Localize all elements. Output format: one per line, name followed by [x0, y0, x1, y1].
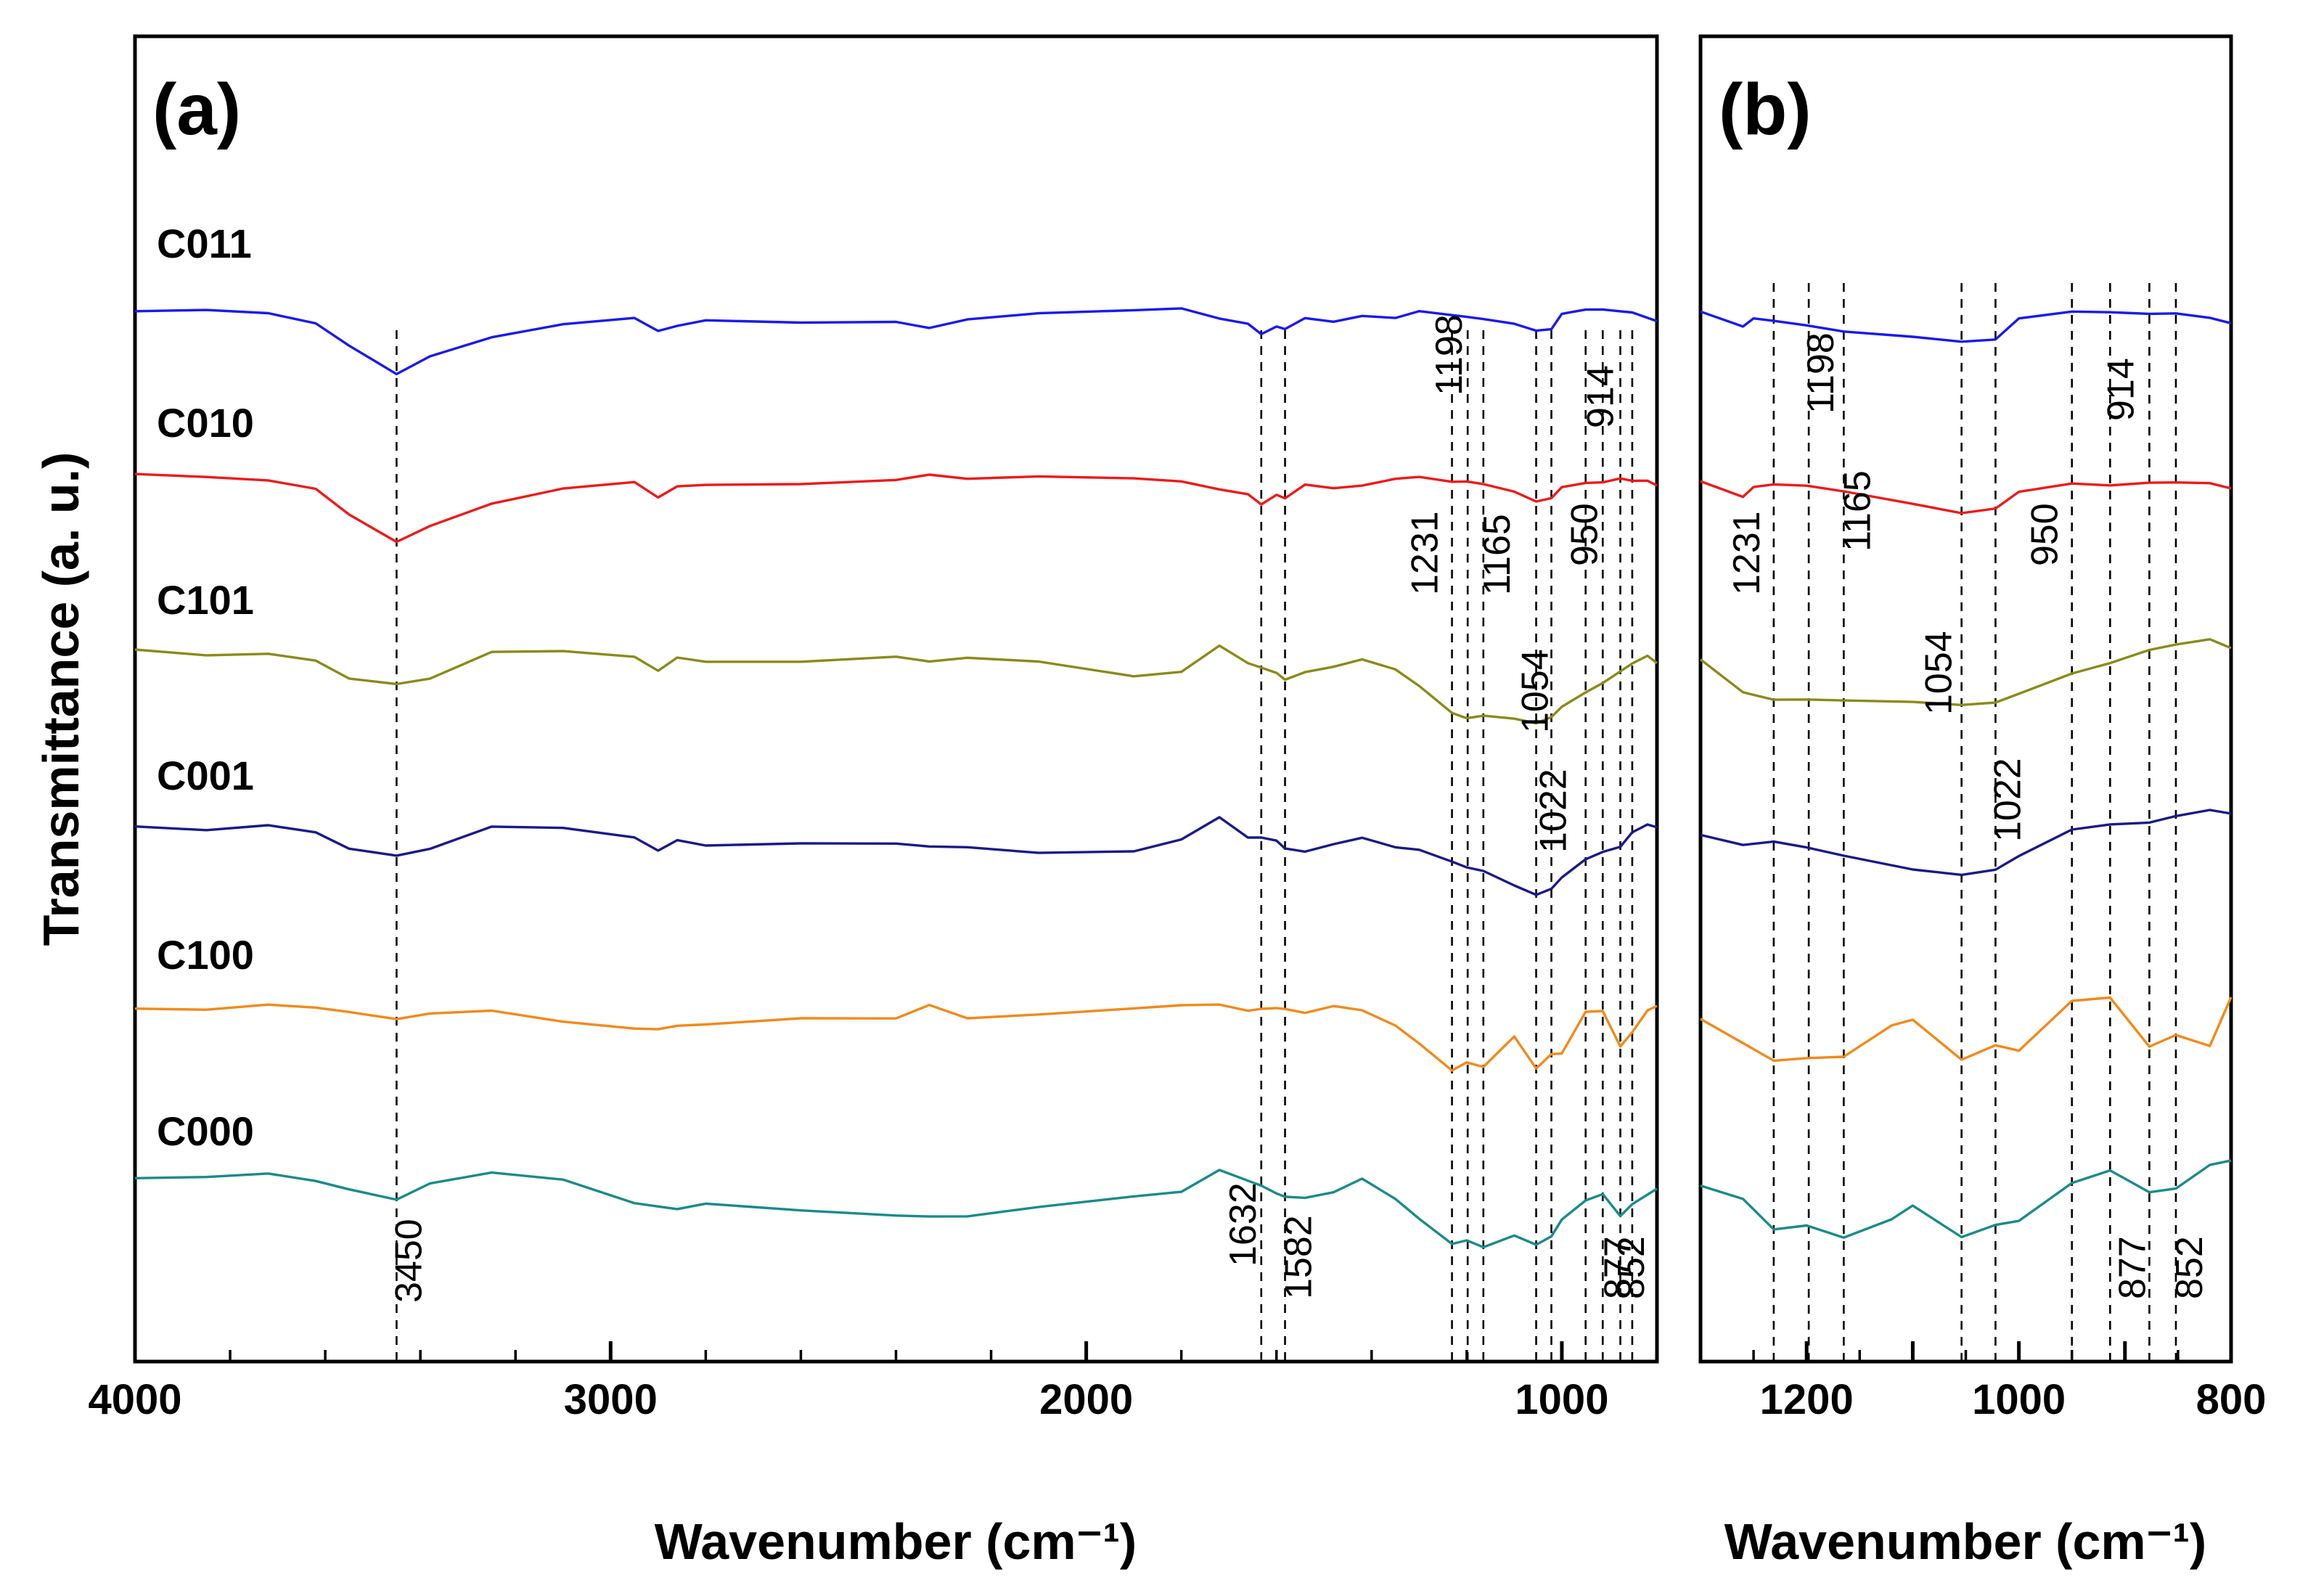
series-line-c100-panel-b — [1700, 996, 2233, 1063]
x-tick-label-1000-panel-b: 1000 — [1972, 1376, 2066, 1423]
sample-label-c100: C100 — [157, 932, 254, 978]
x-tick-label-2000-panel-a: 2000 — [1039, 1376, 1133, 1423]
peak-label-1231-panel-a: 1231 — [1404, 511, 1446, 595]
panel-a-peak-labels: 3450 1632 1582 1231 1198 1165 1054 1022 950 914 87… — [388, 314, 1652, 1303]
panel-a-x-axis: 4000 3000 2000 1000 — [88, 1341, 1658, 1423]
panel-a-title: (a) — [152, 69, 241, 150]
sample-label-c011: C011 — [157, 221, 252, 266]
peak-label-1632-panel-a: 1632 — [1222, 1182, 1264, 1266]
peak-label-877-panel-b: 877 — [2111, 1236, 2153, 1299]
series-line-c011-panel-a — [134, 307, 1658, 376]
peak-label-3450-panel-a: 3450 — [388, 1219, 430, 1303]
sample-label-c010: C010 — [157, 400, 254, 446]
sample-label-c001: C001 — [157, 753, 254, 798]
y-axis-title: Transmittance (a. u.) — [33, 452, 89, 946]
peak-label-1165-panel-a: 1165 — [1476, 514, 1518, 595]
series-line-c001-panel-a — [134, 816, 1658, 896]
peak-label-1054-panel-b: 1054 — [1918, 631, 1960, 715]
peak-label-1582-panel-a: 1582 — [1278, 1215, 1320, 1299]
panel-a-x-axis-title: Wavenumber (cm⁻¹) — [655, 1513, 1137, 1570]
panel-b-x-axis-title: Wavenumber (cm⁻¹) — [1724, 1513, 2206, 1570]
panel-a-sample-labels: C011 C010 C101 C001 C100 C000 — [157, 221, 254, 1154]
panel-a-guides — [396, 330, 1634, 1362]
peak-label-852-panel-b: 852 — [2169, 1236, 2211, 1299]
panel-a-frame — [133, 34, 1659, 1364]
peak-label-950-panel-a: 950 — [1564, 503, 1606, 566]
peak-label-877-panel-a: 877 — [1597, 1236, 1640, 1299]
series-line-c101-panel-b — [1699, 638, 2232, 706]
panel-a: 4000 3000 2000 1000 3450 1632 1582 1231 1198 116… — [33, 34, 1659, 1570]
series-line-c101-panel-a — [134, 644, 1658, 725]
peak-label-914-panel-b: 914 — [2100, 358, 2142, 421]
peak-label-1165-panel-b: 1165 — [1836, 470, 1878, 552]
panel-b-x-axis: 1200 1000 800 — [1698, 1341, 2267, 1423]
x-tick-label-1000-panel-a: 1000 — [1515, 1376, 1608, 1423]
panel-b-series — [1699, 310, 2233, 1239]
x-tick-label-1200-panel-b: 1200 — [1760, 1376, 1854, 1423]
peak-label-914-panel-a: 914 — [1579, 365, 1621, 428]
series-line-c000-panel-b — [1700, 1159, 2232, 1239]
series-line-c100-panel-a — [134, 1003, 1658, 1072]
x-tick-label-4000-panel-a: 4000 — [88, 1376, 181, 1423]
series-line-c010-panel-b — [1700, 480, 2232, 515]
peak-label-852-panel-a: 852 — [1611, 1236, 1653, 1299]
panel-a-series — [134, 307, 1658, 1249]
series-line-c010-panel-a — [134, 472, 1658, 544]
peak-label-1231-panel-b: 1231 — [1726, 511, 1768, 595]
peak-label-1022-panel-a: 1022 — [1533, 769, 1575, 853]
sample-label-c101: C101 — [157, 577, 254, 623]
series-line-c000-panel-a — [134, 1169, 1658, 1249]
peak-label-950-panel-b: 950 — [2024, 503, 2066, 566]
panel-b: 1200 1000 800 1231 1198 1165 1054 1022 950 914 87… — [1698, 34, 2267, 1570]
series-line-c011-panel-b — [1700, 310, 2232, 343]
sample-label-c000: C000 — [157, 1108, 254, 1154]
panel-b-peak-labels: 1231 1198 1165 1054 1022 950 914 877 852 — [1726, 332, 2211, 1299]
x-tick-label-800-panel-b: 800 — [2196, 1376, 2267, 1423]
peak-label-1198-panel-a: 1198 — [1428, 314, 1470, 396]
peak-label-1022-panel-b: 1022 — [1986, 758, 2029, 842]
panel-b-guides — [1772, 283, 2177, 1362]
peak-label-1198-panel-b: 1198 — [1800, 332, 1842, 414]
peak-label-1054-panel-a: 1054 — [1515, 649, 1557, 733]
series-line-c001-panel-b — [1700, 809, 2232, 877]
x-tick-label-3000-panel-a: 3000 — [564, 1376, 658, 1423]
panel-b-title: (b) — [1719, 69, 1812, 150]
